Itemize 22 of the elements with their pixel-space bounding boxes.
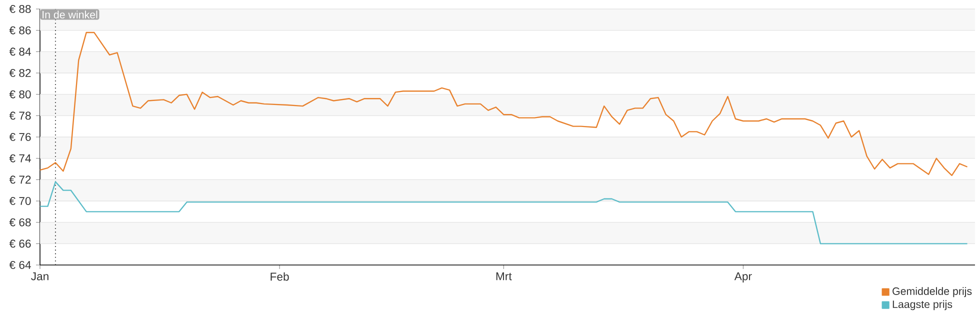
- x-tick-label: Mrt: [496, 272, 512, 280]
- y-tick-label: € 80: [9, 90, 31, 98]
- y-tick-label: € 76: [9, 133, 31, 142]
- y-tick-label: € 82: [9, 68, 31, 78]
- x-tick-label: Jan: [31, 272, 48, 280]
- line-series: [39, 181, 968, 244]
- y-tick-label: € 88: [9, 5, 31, 14]
- x-tick-label: Apr: [734, 272, 752, 283]
- y-tick-label: € 64: [9, 260, 31, 270]
- y-tick-label: € 66: [9, 240, 31, 248]
- legend-label: Gemiddelde prijs: [892, 287, 972, 298]
- y-tick-label: € 72: [9, 176, 31, 184]
- line-series: [39, 32, 968, 176]
- y-tick-label: € 68: [9, 218, 31, 226]
- y-tick-label: € 78: [9, 112, 31, 120]
- legend-label: Laagste prijs: [892, 300, 952, 310]
- x-tick-label: Feb: [270, 272, 289, 281]
- ref-line-label: In de winkel: [42, 10, 98, 18]
- y-tick-label: € 86: [9, 26, 31, 34]
- y-tick-label: € 74: [9, 154, 31, 162]
- y-tick-label: € 84: [9, 48, 31, 56]
- y-tick-label: € 70: [9, 197, 31, 206]
